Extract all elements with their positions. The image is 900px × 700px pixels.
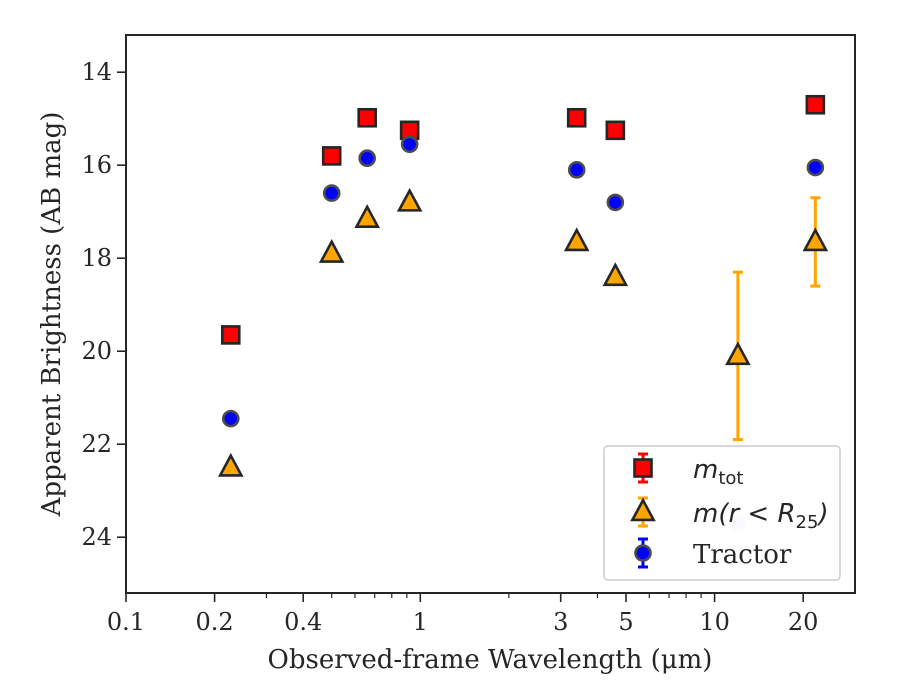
data-point bbox=[805, 94, 826, 115]
data-point bbox=[396, 187, 423, 212]
legend-label-mtot-sub: tot bbox=[718, 468, 743, 489]
data-point bbox=[220, 325, 241, 345]
data-point bbox=[563, 227, 590, 252]
legend-symbol bbox=[634, 544, 652, 562]
y-axis-ticks: 14 16 18 20 22 24 bbox=[81, 58, 126, 551]
y-tick-label: 20 bbox=[81, 337, 112, 365]
data-point bbox=[322, 184, 341, 202]
x-axis-ticks: 0.1 0.2 0.4 1 3 5 10 20 bbox=[107, 593, 819, 636]
legend-label-tractor: Tractor bbox=[693, 540, 792, 570]
x-tick-label: 1 bbox=[413, 608, 428, 636]
data-marks bbox=[217, 94, 829, 533]
legend-symbols bbox=[630, 452, 656, 569]
legend-label-mr25: m(r < R25) bbox=[693, 499, 829, 533]
x-tick-label: 5 bbox=[618, 608, 633, 636]
data-point bbox=[806, 158, 825, 177]
series-0 bbox=[220, 94, 826, 345]
y-tick-label: 14 bbox=[81, 58, 112, 86]
x-tick-label: 3 bbox=[553, 608, 568, 636]
legend-box bbox=[603, 445, 841, 581]
data-point bbox=[725, 341, 751, 366]
x-tick-label: 20 bbox=[788, 608, 819, 636]
legend-label-mtot-main: m bbox=[693, 455, 718, 485]
data-point bbox=[358, 149, 376, 168]
series-2 bbox=[221, 135, 825, 533]
data-point bbox=[802, 227, 829, 252]
legend-label-mtot: mtot bbox=[693, 455, 743, 489]
data-point bbox=[221, 409, 240, 428]
legend: mtot m(r < R25) Tractor bbox=[603, 445, 841, 581]
x-tick-label: 0.2 bbox=[196, 608, 234, 636]
y-tick-label: 18 bbox=[81, 244, 112, 272]
legend-symbol bbox=[633, 458, 653, 478]
legend-label-mr25-sub: 25 bbox=[796, 512, 819, 533]
data-point bbox=[354, 204, 381, 228]
data-point bbox=[217, 452, 244, 477]
y-tick-label: 24 bbox=[81, 523, 112, 551]
data-point bbox=[605, 120, 626, 141]
y-tick-label: 16 bbox=[81, 151, 112, 179]
data-point bbox=[602, 262, 629, 287]
x-tick-label: 0.1 bbox=[107, 608, 145, 636]
data-point bbox=[567, 161, 586, 179]
data-point bbox=[606, 193, 625, 212]
data-point bbox=[357, 107, 377, 128]
x-tick-label: 10 bbox=[699, 608, 730, 636]
data-point bbox=[400, 135, 419, 154]
legend-label-mr25-tail: ) bbox=[816, 499, 828, 529]
y-axis-title: Apparent Brightness (AB mag) bbox=[37, 112, 67, 518]
plot-frame bbox=[125, 34, 856, 594]
legend-label-mr25-main: m(r < R bbox=[693, 499, 796, 529]
data-point bbox=[318, 239, 345, 263]
y-tick-label: 22 bbox=[81, 430, 112, 458]
x-axis-title: Observed-frame Wavelength (μm) bbox=[268, 645, 713, 675]
series-1 bbox=[217, 187, 829, 477]
data-point bbox=[566, 107, 587, 128]
legend-symbol bbox=[630, 497, 656, 522]
data-point bbox=[321, 146, 342, 166]
x-tick-label: 0.4 bbox=[284, 608, 322, 636]
